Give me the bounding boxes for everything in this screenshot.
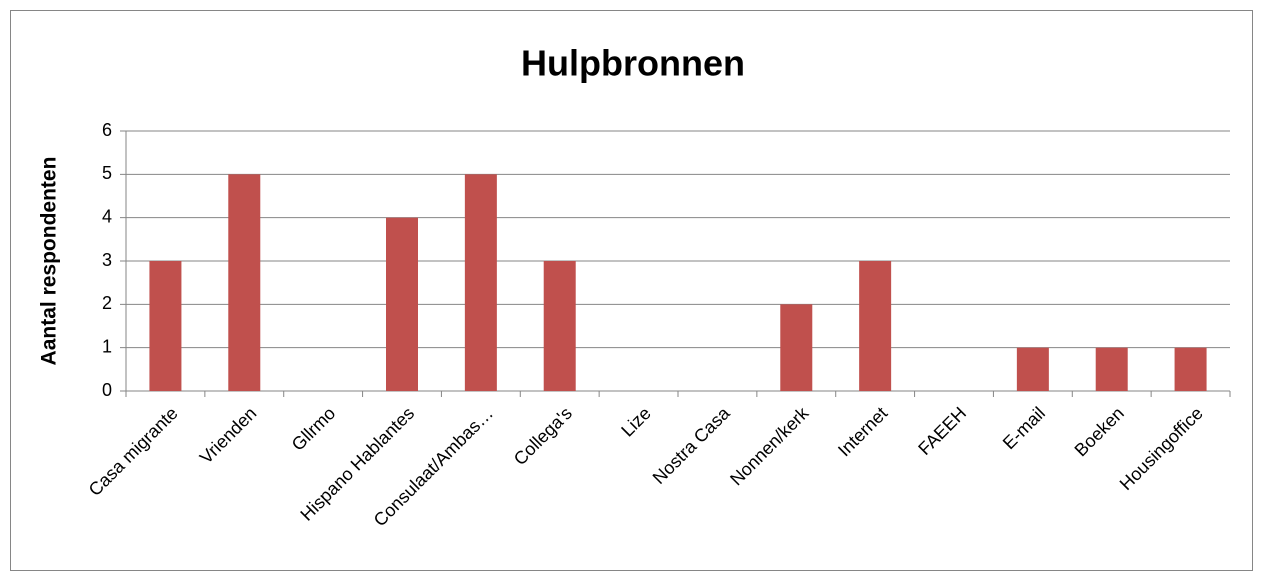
y-axis-label: Aantal respondenten — [38, 157, 61, 366]
bar — [464, 174, 497, 391]
bar — [386, 217, 418, 391]
y-tick-label: 4 — [102, 206, 112, 226]
chart-border — [10, 10, 1253, 571]
y-tick-label: 2 — [102, 293, 112, 313]
bar — [859, 261, 892, 391]
y-tick-label: 1 — [102, 336, 112, 356]
y-tick-label: 3 — [102, 250, 112, 270]
chart-title: Hulpbronnen — [521, 43, 745, 84]
bar — [1016, 347, 1049, 391]
bar — [1095, 347, 1128, 391]
y-tick-label: 5 — [102, 163, 112, 183]
bar — [1174, 347, 1207, 391]
y-tick-label: 6 — [102, 120, 112, 140]
bar — [780, 304, 813, 391]
bar — [149, 261, 182, 391]
y-tick-label: 0 — [102, 380, 112, 400]
bar — [543, 261, 576, 391]
bar — [228, 174, 261, 391]
